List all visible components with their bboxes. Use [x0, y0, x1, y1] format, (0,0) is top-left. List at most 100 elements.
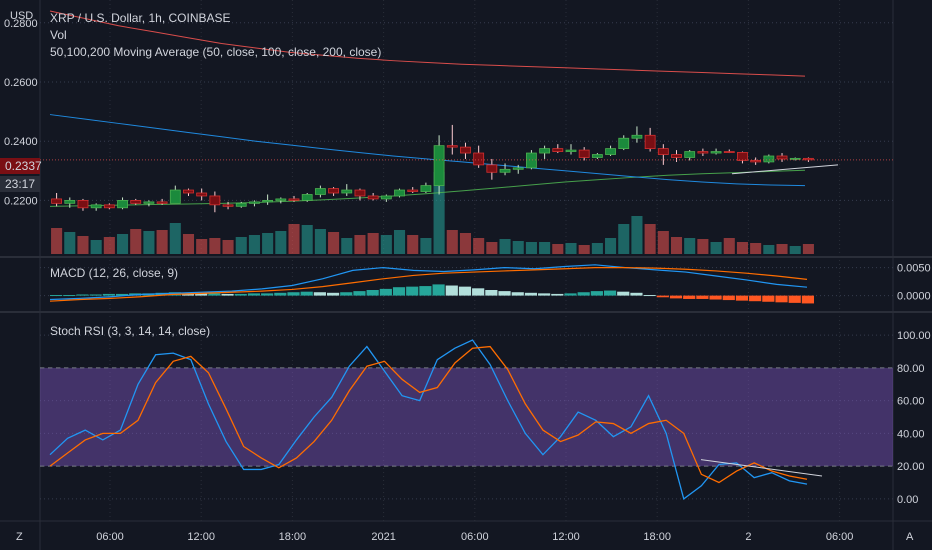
macd-histogram-bar: [50, 295, 63, 297]
volume-bar: [697, 239, 709, 254]
candle-body: [262, 199, 274, 203]
macd-histogram-bar: [353, 291, 366, 296]
time-tick-label: 18:00: [643, 531, 671, 543]
volume-bar: [156, 230, 168, 254]
symbol-title[interactable]: XRP / U.S. Dollar, 1h, COINBASE: [50, 11, 231, 25]
stoch-rsi-indicator-legend[interactable]: Stoch RSI (3, 3, 14, 14, close): [50, 324, 211, 338]
candle-body: [499, 168, 511, 173]
trendline-drawings[interactable]: [700, 164, 839, 477]
volume-bar: [578, 245, 590, 254]
volume-bar: [525, 242, 537, 254]
moving-average-line: [49, 169, 806, 207]
volume-bar: [539, 242, 551, 254]
volume-bar: [631, 216, 643, 254]
volume-bar: [670, 237, 683, 254]
macd-histogram-bar: [590, 291, 603, 296]
price-tick-label: 0.2600: [4, 77, 38, 89]
volume-bar: [77, 236, 89, 254]
macd-histogram-bar: [603, 290, 617, 296]
volume-bar: [393, 230, 406, 254]
vol-indicator-legend[interactable]: Vol: [50, 28, 67, 42]
macd-histogram-bar: [801, 295, 814, 304]
volume-bar: [644, 224, 656, 254]
candle-body: [77, 199, 89, 209]
macd-histogram-bar: [577, 292, 590, 296]
volume-bar: [473, 238, 485, 254]
candle-body: [117, 199, 128, 209]
volume-bar: [710, 242, 722, 254]
price-trendline: [731, 164, 839, 175]
volume-bar: [354, 235, 366, 254]
volume-bar: [182, 234, 195, 254]
candle-body: [789, 157, 801, 160]
time-tick-label: 06:00: [461, 531, 489, 543]
macd-histogram-bar: [366, 290, 379, 296]
macd-histogram-bar: [115, 293, 129, 296]
volume-bar: [605, 238, 617, 254]
candle-body: [275, 198, 287, 201]
macd-histogram-bar: [379, 288, 392, 296]
time-tick-label: 12:00: [187, 531, 215, 543]
candle-body: [288, 198, 300, 201]
last-price-badge: [0, 158, 40, 174]
price-tick-label: 0.2800: [4, 18, 38, 30]
volume-bar: [723, 238, 735, 254]
candle-body: [565, 149, 577, 152]
volume-bar: [750, 243, 762, 254]
ma-indicator-legend[interactable]: 50,100,200 Moving Average (50, close, 10…: [50, 45, 382, 59]
z-axis-label[interactable]: Z: [16, 531, 23, 543]
volume-bar: [169, 223, 181, 254]
volume-bar: [552, 244, 564, 254]
macd-histogram-bar: [643, 295, 656, 297]
macd-histogram-bar: [419, 286, 432, 296]
volume-bar: [736, 242, 748, 254]
candle-body: [64, 199, 76, 204]
countdown-badge: [0, 176, 40, 192]
price-tick-label: 0.2200: [4, 195, 38, 207]
moving-average-line: [49, 10, 806, 77]
volume-bar: [618, 224, 630, 254]
auto-scale-button[interactable]: A: [906, 531, 914, 543]
stoch-tick-label: 20.00: [897, 461, 925, 473]
grid-lines: [40, 0, 893, 521]
volume-bar: [789, 246, 801, 254]
macd-histogram-bar: [722, 295, 735, 301]
candle-body: [156, 201, 168, 204]
time-tick-label: 06:00: [826, 531, 854, 543]
candle-body: [539, 148, 551, 154]
macd-histogram-bar: [683, 295, 696, 299]
macd-indicator-legend[interactable]: MACD (12, 26, close, 9): [50, 266, 179, 280]
volume-bar: [657, 231, 669, 254]
candle-body: [750, 160, 762, 163]
macd-histogram-bar: [261, 293, 274, 296]
stoch-k-line: [49, 339, 808, 500]
volume-bar: [407, 235, 419, 254]
macd-tick-label: 0.0000: [897, 291, 931, 303]
moving-average-lines: [49, 10, 806, 207]
macd-line: [49, 264, 808, 301]
candle-body: [671, 154, 682, 158]
macd-histogram-bar: [274, 292, 287, 296]
candle-body: [578, 149, 590, 158]
stoch-tick-label: 40.00: [897, 428, 925, 440]
candle-body: [90, 204, 102, 209]
time-tick-label: 2: [745, 531, 751, 543]
stoch-tick-label: 60.00: [897, 396, 925, 408]
stoch-tick-label: 80.00: [897, 363, 925, 375]
volume-bar: [380, 235, 392, 254]
volume-bar: [459, 233, 472, 254]
candle-body: [460, 146, 471, 154]
candlesticks: [40, 124, 893, 213]
stoch-rsi-plot: [49, 339, 808, 500]
macd-histogram-bar: [472, 288, 485, 296]
macd-histogram-bar: [300, 291, 313, 296]
macd-histogram-bar: [775, 295, 788, 303]
macd-histogram-bar: [221, 293, 234, 296]
macd-histogram-bar: [735, 295, 749, 301]
volume-bar: [591, 243, 603, 254]
macd-histogram-bar: [485, 290, 498, 296]
macd-histogram-bar: [313, 292, 326, 296]
macd-histogram-bar: [749, 295, 762, 302]
macd-histogram-bar: [102, 293, 115, 296]
candle-body: [380, 195, 392, 200]
